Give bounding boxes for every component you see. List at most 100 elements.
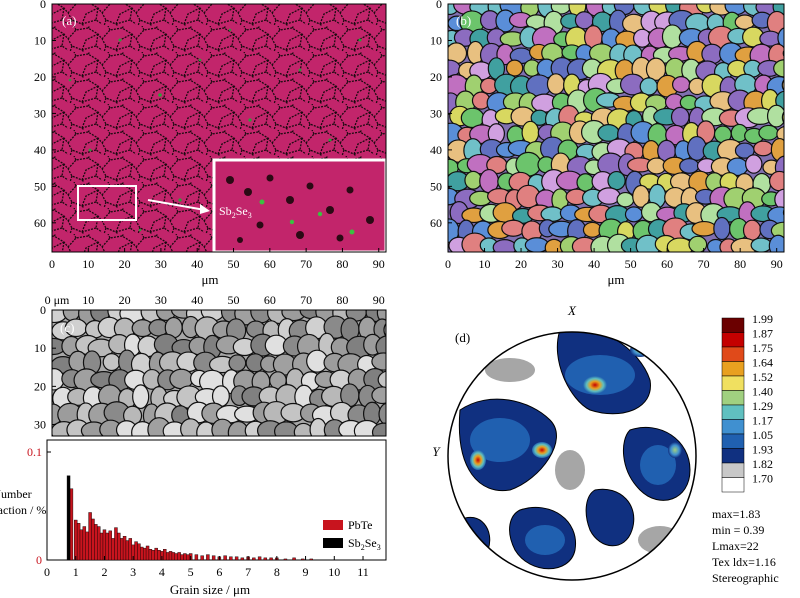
bar-pbte xyxy=(240,557,245,561)
bar-pbte xyxy=(119,538,124,561)
panel-a: (a) Sb2Se3 0 10 20 30 40 50 60 0 10 20 30 40 50 60 70… xyxy=(34,0,388,287)
grain xyxy=(766,104,784,128)
bar-pbte xyxy=(257,556,262,561)
pole-x-label: X xyxy=(567,303,577,318)
panel-a-xunit: μm xyxy=(201,272,218,287)
colorbar-swatch xyxy=(721,448,745,464)
bar-pbte xyxy=(85,531,89,561)
bar-pbte xyxy=(183,553,187,561)
panel-c-toptick: 0 μm xyxy=(45,293,70,307)
grain xyxy=(639,77,659,96)
panel-b-ytick: 40 xyxy=(430,143,442,157)
grain xyxy=(492,239,517,252)
bar-pbte xyxy=(69,488,74,561)
panel-b-ytick: 30 xyxy=(430,106,442,120)
bar-pbte xyxy=(105,532,110,561)
grain xyxy=(521,120,540,145)
bar-pbte xyxy=(134,541,138,561)
colorbar-level: 1.29 xyxy=(752,399,773,413)
panel-c-toptick: 50 xyxy=(228,293,240,307)
grain xyxy=(777,27,784,49)
colorbar-level: 1.40 xyxy=(752,385,773,399)
hist-ytick: 0.1 xyxy=(27,445,42,459)
colorbar-level: 1.87 xyxy=(752,327,773,341)
bar-sb2se3 xyxy=(66,475,71,561)
colorbar-swatch xyxy=(721,390,745,406)
grain xyxy=(371,386,386,405)
grain xyxy=(768,170,784,192)
colorbar-level: 1.75 xyxy=(752,341,773,355)
grain xyxy=(132,384,150,410)
panel-b-xtick: 0 xyxy=(445,257,451,271)
panel-b-label: (b) xyxy=(456,13,471,28)
hist-xtick: 1 xyxy=(73,565,79,579)
bar-pbte xyxy=(186,554,190,561)
grain xyxy=(540,206,564,223)
hist-ytick: 0 xyxy=(36,553,42,567)
legend-swatch-pbte xyxy=(323,520,343,530)
bar-pbte xyxy=(79,529,84,561)
panel-b-ytick: 10 xyxy=(430,33,442,47)
grain xyxy=(785,15,800,32)
bar-pbte xyxy=(211,555,216,561)
panel-b: (b) 0 10 20 30 40 50 60 0 10 20 30 40 50 60 70 80 90 μm xyxy=(430,0,800,287)
panel-a-ytick: 30 xyxy=(34,106,46,120)
panel-c-toptick: 80 xyxy=(336,293,348,307)
panel-a-ytick: 60 xyxy=(34,216,46,230)
bar-pbte xyxy=(91,518,95,561)
grain xyxy=(786,142,800,159)
pole-figure xyxy=(448,332,696,580)
bar-pbte xyxy=(148,549,153,561)
colorbar-swatch xyxy=(721,419,745,435)
panel-b-ytick: 50 xyxy=(430,179,442,193)
panel-a-label: (a) xyxy=(62,13,76,28)
hist-xtick: 5 xyxy=(188,565,194,579)
bar-pbte xyxy=(269,557,273,561)
bar-pbte xyxy=(140,546,144,561)
legend-swatch-sb2se3 xyxy=(323,538,343,548)
grain xyxy=(742,219,762,241)
colorbar-level: 1.93 xyxy=(752,443,773,457)
bar-pbte xyxy=(157,550,161,561)
bar-pbte xyxy=(300,558,305,561)
bar-pbte xyxy=(154,547,158,561)
bar-pbte xyxy=(283,558,288,561)
panel-b-ytick: 0 xyxy=(436,0,442,11)
panel-a-xtick: 80 xyxy=(336,257,348,271)
panel-b-xtick: 80 xyxy=(734,257,746,271)
panel-a-ytick: 0 xyxy=(40,0,46,11)
pole-figure-stat: Lmax=22 xyxy=(712,539,759,553)
grain xyxy=(770,221,784,240)
colorbar-level: 1.82 xyxy=(752,457,773,471)
grain xyxy=(505,59,524,77)
panel-b-xtick: 70 xyxy=(698,257,710,271)
panel-c-toptick: 70 xyxy=(300,293,312,307)
grain xyxy=(576,173,595,192)
bar-pbte xyxy=(206,554,210,561)
panel-c-toptick: 60 xyxy=(264,293,276,307)
panel-b-ytick: 60 xyxy=(430,216,442,230)
bar-pbte xyxy=(108,530,112,561)
bar-pbte xyxy=(114,527,118,561)
hist-xtick: 10 xyxy=(328,565,340,579)
grain xyxy=(768,234,784,252)
bar-pbte xyxy=(94,524,98,561)
panel-d: X Y (d) 1.991.871.751.641.521.401.291.17… xyxy=(432,303,778,585)
panel-a-xtick: 30 xyxy=(155,257,167,271)
bar-pbte xyxy=(168,551,173,561)
bar-pbte xyxy=(88,512,92,561)
grain xyxy=(688,235,708,252)
hist-ylabel-1: Number xyxy=(0,487,32,501)
grain xyxy=(781,111,784,124)
bar-pbte xyxy=(165,552,170,561)
grain xyxy=(383,322,386,338)
panel-c-toptick: 40 xyxy=(191,293,203,307)
hist-ylabel-2: fraction / % xyxy=(0,503,46,517)
bar-pbte xyxy=(163,549,167,561)
hist-xtick: 6 xyxy=(216,565,222,579)
inset-label: Sb2Se3 xyxy=(219,204,252,220)
colorbar-swatch xyxy=(721,404,745,420)
zoom-region-box xyxy=(77,185,137,221)
colorbar-swatch xyxy=(721,332,745,348)
